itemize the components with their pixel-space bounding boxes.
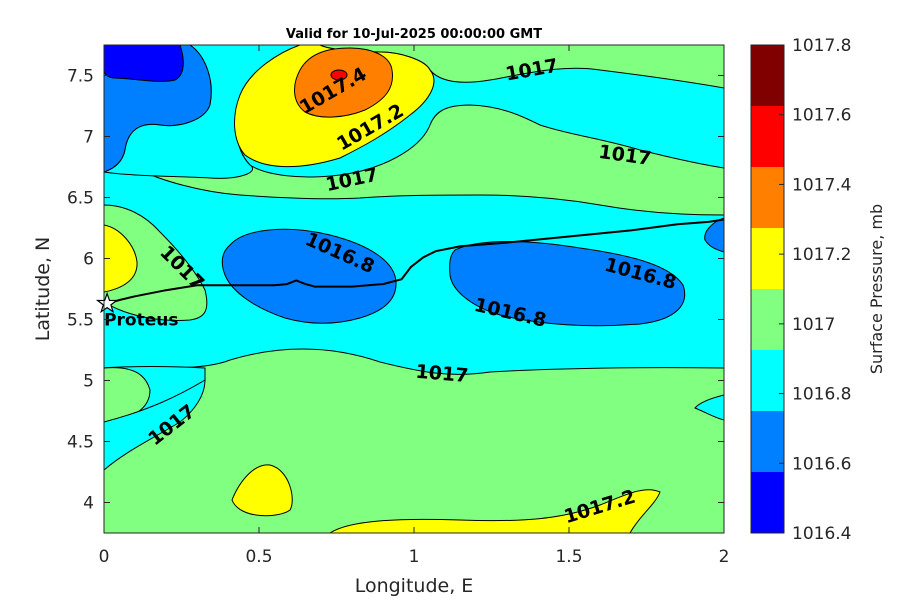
fill-notch-east	[694, 394, 724, 421]
colorbar-swatch	[751, 228, 784, 289]
plot-area	[104, 45, 724, 533]
contour-label: 1017	[415, 361, 470, 388]
colorbar-swatch	[751, 106, 784, 167]
y-tick-label: 7.5	[67, 67, 94, 87]
y-tick-label: 5	[83, 372, 94, 392]
colorbar-label: Surface Pressure, mb	[867, 204, 886, 374]
x-tick-label: 0	[99, 547, 110, 567]
colorbar-swatch	[751, 411, 784, 472]
colorbar-tick-label: 1016.4	[792, 524, 851, 544]
colorbar-tick-label: 1017	[792, 315, 835, 335]
y-tick-label: 6	[83, 250, 94, 270]
y-axis-ticks: 4 4.5 5 5.5 6 6.5 7 7.5	[67, 67, 724, 514]
y-tick-label: 4.5	[67, 433, 94, 453]
fill-corner-deep-blue	[104, 45, 184, 82]
x-tick-label: 0.5	[245, 547, 272, 567]
fill-blob-yellow-south	[231, 464, 293, 517]
fill-low-central	[221, 228, 397, 324]
colorbar-tick-label: 1017.6	[792, 106, 851, 126]
colorbar: 1016.4 1016.6 1016.8 1017 1017.2 1017.4 1017.6…	[750, 36, 851, 544]
y-tick-label: 4	[83, 494, 94, 514]
x-tick-label: 2	[719, 547, 730, 567]
fill-low-east	[449, 241, 686, 327]
fill-lobe-green-west	[104, 204, 208, 321]
colorbar-frame	[750, 44, 785, 534]
colorbar-swatch	[751, 472, 784, 533]
colorbar-tick-label: 1017.8	[792, 36, 851, 56]
colorbar-swatch	[751, 350, 784, 411]
y-axis-label: Latitude, N	[32, 237, 54, 342]
colorbar-swatch	[751, 45, 784, 106]
marker-label: Proteus	[104, 311, 178, 331]
fill-wedge-south	[104, 379, 206, 471]
x-axis-label: Longitude, E	[355, 575, 474, 597]
x-tick-label: 1.5	[555, 547, 582, 567]
fill-peak-1017-6	[330, 69, 348, 81]
chart-title: Valid for 10-Jul-2025 00:00:00 GMT	[286, 27, 542, 42]
colorbar-swatch	[751, 289, 784, 350]
x-tick-label: 1	[409, 547, 420, 567]
y-tick-label: 6.5	[67, 189, 94, 209]
y-tick-label: 5.5	[67, 311, 94, 331]
track-line	[106, 218, 724, 305]
fill-high-1017-4	[294, 47, 394, 118]
station-marker: Proteus	[95, 291, 179, 331]
fill-blob-yellow-west-inner	[104, 224, 138, 293]
fill-low-east-edge	[704, 217, 724, 253]
colorbar-tick-label: 1016.6	[792, 454, 851, 474]
fill-band-yellow-south	[329, 489, 661, 533]
star-marker	[95, 291, 119, 314]
colorbar-tick-label: 1016.8	[792, 385, 851, 405]
x-axis-ticks: 0 0.5 1 1.5 2	[99, 45, 730, 567]
colorbar-tick-label: 1017.4	[792, 175, 851, 195]
colorbar-tick-label: 1017.2	[792, 245, 851, 265]
colorbar-swatch	[751, 167, 784, 228]
ship-track	[106, 218, 724, 305]
y-tick-label: 7	[83, 128, 94, 148]
